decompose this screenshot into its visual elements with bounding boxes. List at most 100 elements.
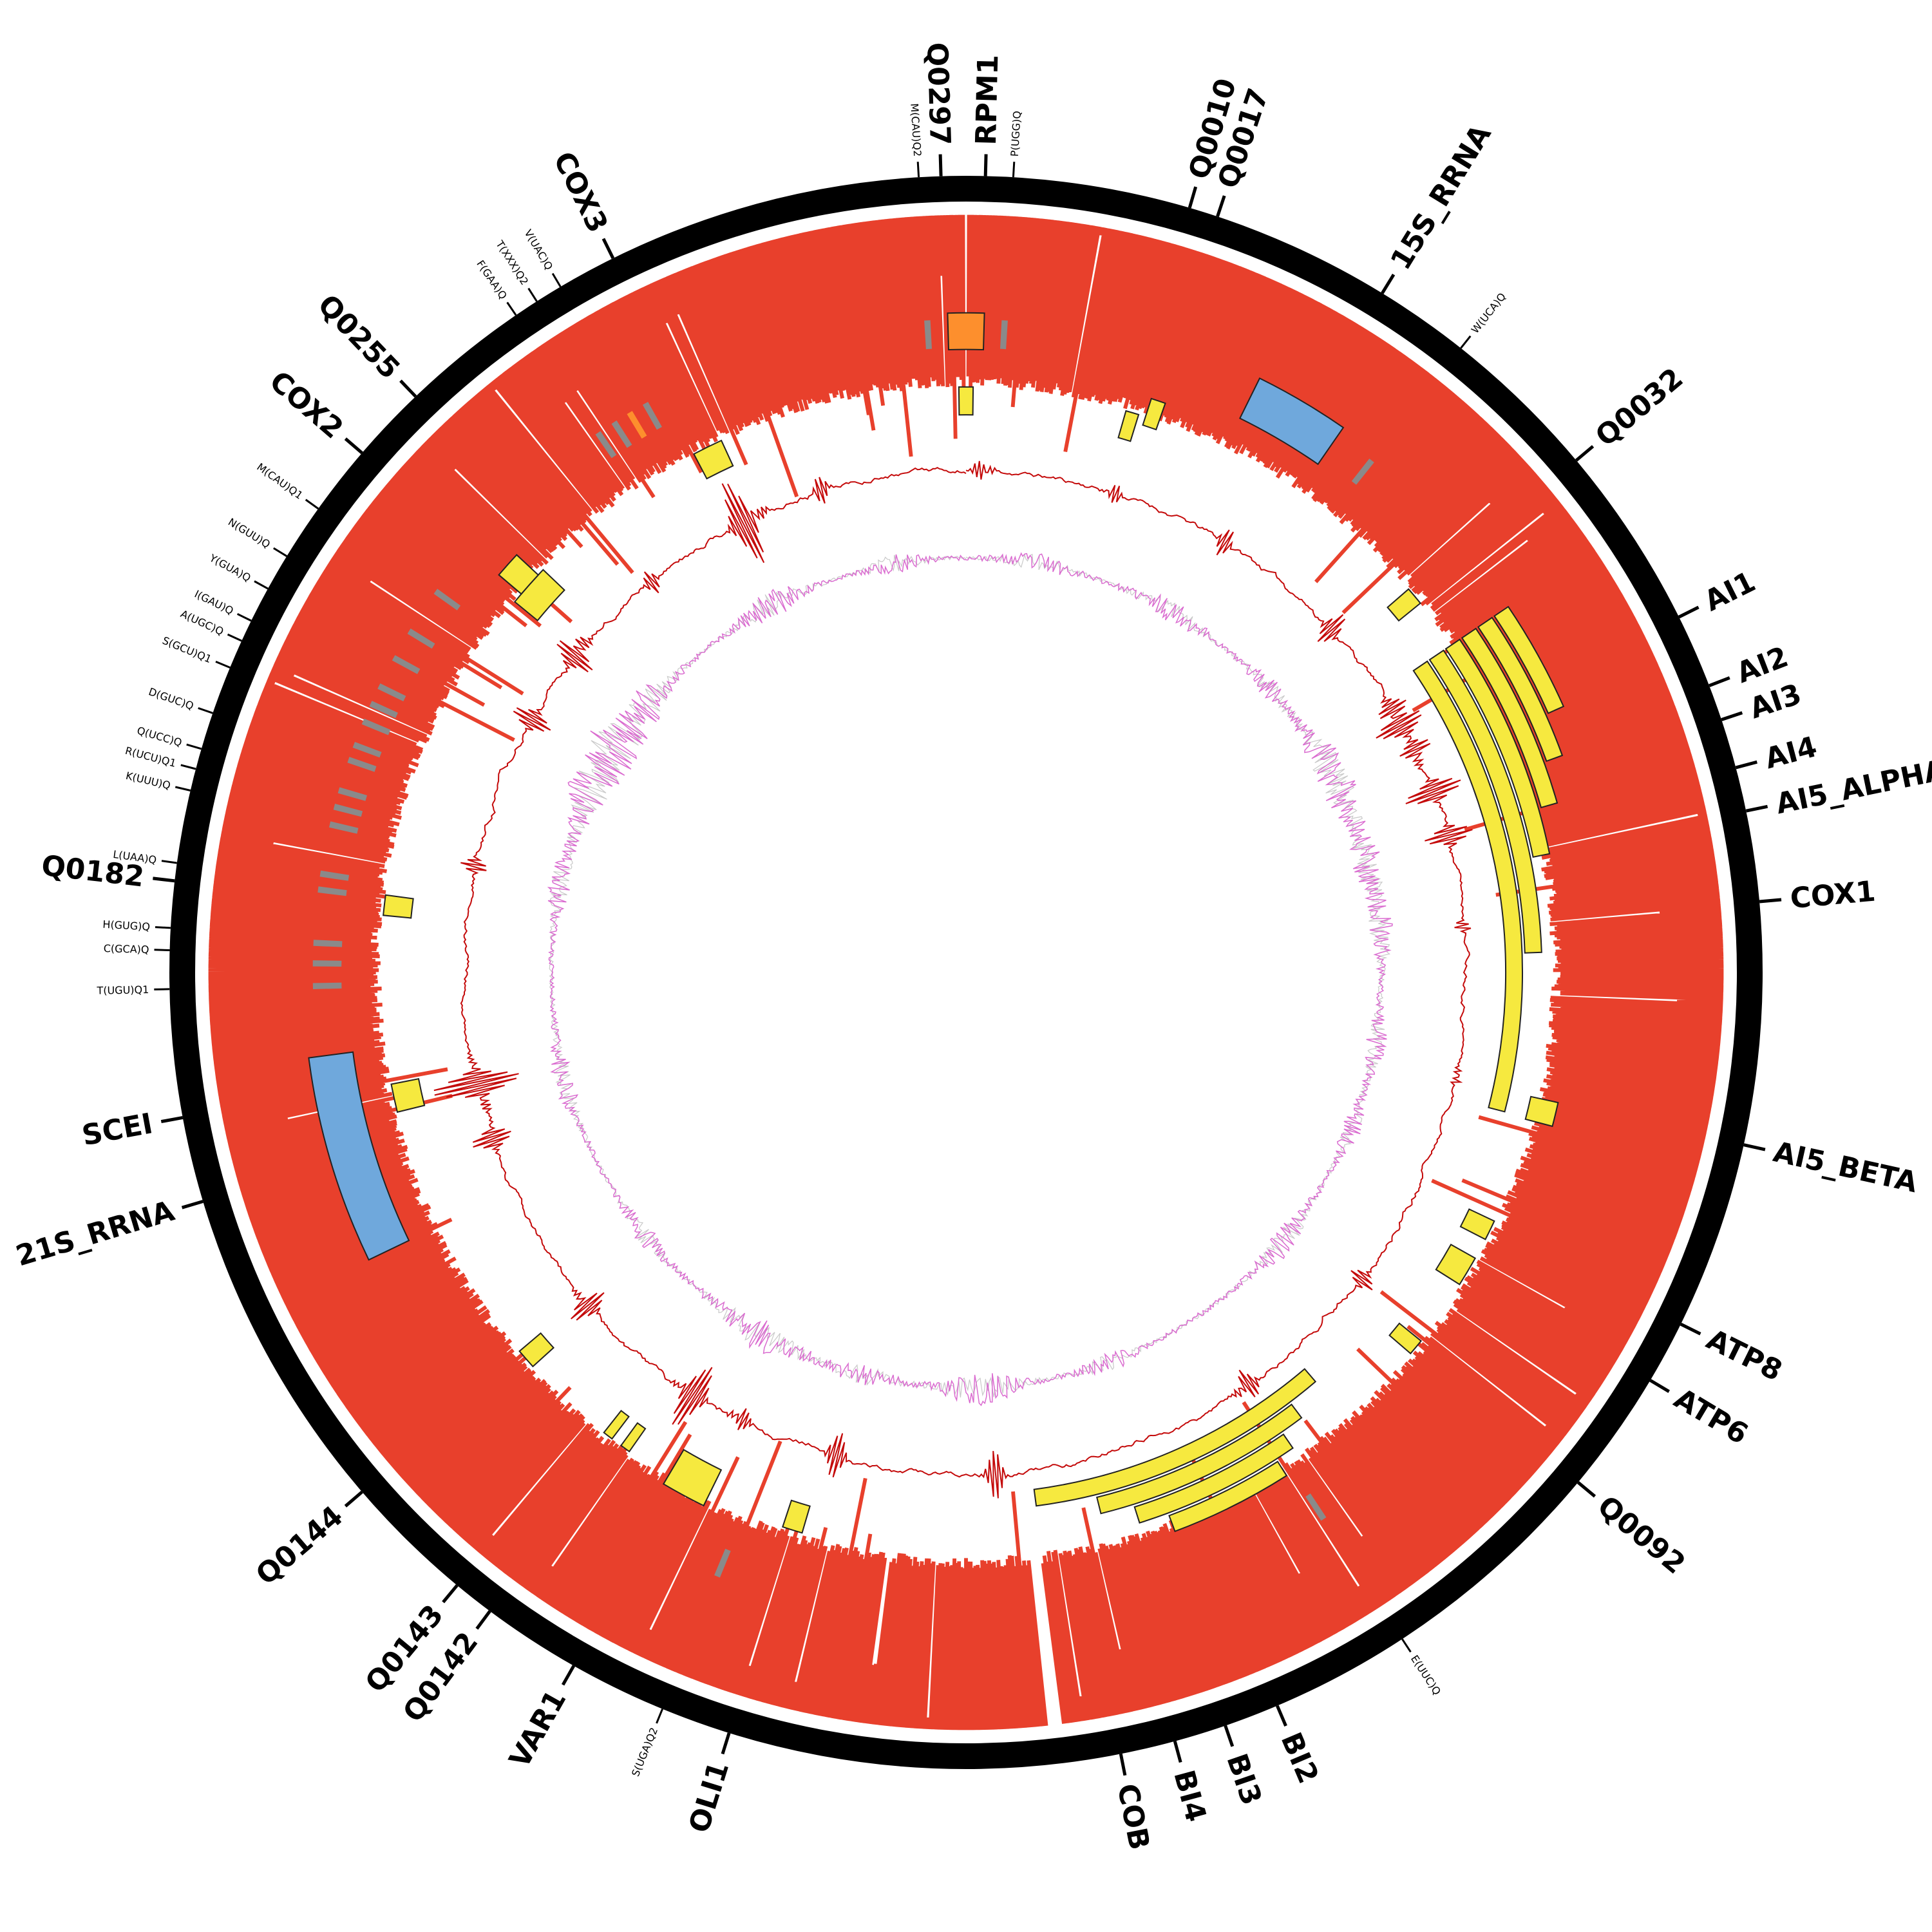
feature-box-21S_RRNA	[308, 1051, 410, 1261]
ideogram-ring	[169, 176, 1763, 1769]
trna-label-I(GAU)Q: I(GAU)Q	[193, 588, 236, 618]
trna-tick	[392, 655, 421, 674]
feature-box-AI5_BETA	[1524, 1095, 1559, 1128]
gene-label-ATP6: ATP6	[1669, 1382, 1754, 1451]
trna-label-S(GCU)Q1: S(GCU)Q1	[160, 634, 213, 665]
trna-label-A(UGC)Q: A(UGC)Q	[178, 607, 225, 638]
trna-tick	[377, 683, 406, 701]
trna-label-P(UGG)Q: P(UGG)Q	[1009, 111, 1023, 157]
trna-label-K(UUU)Q: K(UUU)Q	[124, 770, 171, 792]
label-tick-Q0297	[938, 154, 943, 176]
label-tick-COX3	[601, 238, 615, 260]
feature-arc-BI3	[1133, 1433, 1294, 1524]
label-tick-BI4	[1173, 1741, 1182, 1763]
gene-label-AI4: AI4	[1761, 730, 1820, 775]
label-tick-Q0017	[1216, 195, 1226, 217]
trna-tick	[317, 886, 347, 896]
label-tick-ATP8	[1680, 1322, 1701, 1336]
gene-label-AI5_BETA: AI5_BETA	[1770, 1135, 1920, 1199]
histogram-ring	[208, 214, 1724, 1730]
trna-tick	[433, 589, 461, 611]
label-tick-OLI1	[721, 1732, 731, 1755]
trna-tick	[319, 870, 350, 881]
label-tick-BI3	[1224, 1725, 1235, 1747]
label-tick-ATP6	[1649, 1379, 1670, 1393]
trna-label-M(CAU)Q2: M(CAU)Q2	[908, 103, 923, 157]
label-tick-A(UGC)Q	[227, 633, 242, 642]
gene-label-COX1: COX1	[1789, 875, 1877, 916]
feature-box-15S_RRNA	[1238, 377, 1345, 466]
feature-arc-AI4	[1444, 638, 1551, 858]
trna-label-V(UAC)Q: V(UAC)Q	[522, 227, 555, 272]
label-tick-COB	[1119, 1753, 1127, 1776]
label-tick-V(UAC)Q	[551, 272, 562, 288]
trna-tick	[642, 402, 662, 430]
gene-label-Q0092: Q0092	[1591, 1490, 1691, 1581]
feature-arc-COX1	[1412, 660, 1524, 1113]
trna-label-N(GUU)Q: N(GUU)Q	[226, 516, 272, 551]
label-tick-21S_RRNA	[181, 1200, 204, 1209]
feature-box-COX2-outer	[498, 554, 540, 595]
gene-label-OLI1: OLI1	[683, 1757, 735, 1837]
trna-tick	[1351, 459, 1374, 485]
label-tick-AI4	[1735, 760, 1757, 770]
feature-arc-AI2	[1477, 616, 1564, 762]
label-tick-Q(UCC)Q	[186, 743, 202, 750]
label-tick-COX1	[1759, 898, 1782, 904]
trna-label-Y(GUA)Q: Y(GUA)Q	[207, 551, 252, 584]
feature-box-RPM1	[947, 312, 985, 351]
trna-tick	[337, 787, 367, 801]
trna-tick	[1305, 1493, 1327, 1521]
trna-tick	[1000, 320, 1008, 350]
trna-tick	[333, 804, 363, 817]
trna-tick	[347, 757, 377, 772]
label-tick-AI5_BETA	[1743, 1143, 1766, 1151]
feature-box-SCEI	[390, 1078, 426, 1113]
trna-label-C(GCA)Q: C(GCA)Q	[103, 942, 149, 956]
trna-label-S(UGA)Q2: S(UGA)Q2	[629, 1726, 660, 1779]
label-tick-H(GUG)Q	[155, 926, 171, 929]
trna-tick	[407, 628, 435, 649]
label-tick-S(UGA)Q2	[656, 1709, 663, 1724]
feature-box-Q0032	[1387, 588, 1422, 622]
gene-label-AI1: AI1	[1700, 565, 1761, 618]
label-tick-Q0255	[399, 379, 417, 398]
label-tick-D(GUC)Q	[198, 707, 213, 714]
label-tick-W(UCA)Q	[1460, 335, 1472, 349]
label-tick-F(GAA)Q	[506, 301, 517, 316]
red-line-track	[433, 460, 1473, 1499]
label-tick-AI5_ALPHA	[1745, 804, 1768, 813]
gene-label-Q0255: Q0255	[311, 289, 406, 386]
trna-tick	[361, 718, 391, 735]
gene-label-COX3: COX3	[547, 147, 614, 238]
label-tick-SCEI	[160, 1115, 184, 1124]
label-tick-C(GCA)Q	[154, 949, 170, 951]
feature-box-Q0092	[1388, 1322, 1423, 1355]
label-tick-VAR1	[561, 1665, 576, 1686]
feature-box-Q0144	[518, 1332, 555, 1368]
trna-label-E(UUC)Q: E(UUC)Q	[1408, 1653, 1443, 1698]
trna-tick	[369, 701, 398, 719]
trna-label-H(GUG)Q: H(GUG)Q	[102, 918, 151, 933]
feature-box-COX3	[693, 439, 734, 480]
trna-label-D(GUC)Q: D(GUC)Q	[147, 685, 195, 712]
gene-label-ATP8: ATP8	[1701, 1323, 1787, 1387]
feature-box-Q0297	[958, 386, 974, 416]
trna-label-M(CAU)Q1: M(CAU)Q1	[254, 460, 305, 502]
label-tick-M(CAU)Q1	[305, 498, 319, 510]
feature-arc-AI5_ALPHA	[1428, 649, 1542, 954]
label-tick-AI1	[1678, 605, 1700, 619]
feature-box-Q0010	[1117, 410, 1140, 442]
label-tick-K(UUU)Q	[175, 786, 191, 791]
trna-label-R(UCU)Q1: R(UCU)Q1	[124, 744, 177, 770]
label-tick-BI2	[1275, 1705, 1287, 1727]
trna-label-F(GAA)Q: F(GAA)Q	[474, 258, 509, 302]
label-tick-15S_RRNA	[1381, 273, 1396, 294]
trna-label-W(UCA)Q: W(UCA)Q	[1469, 290, 1508, 336]
feature-box-VAR1	[662, 1448, 723, 1507]
gene-label-BI3: BI3	[1220, 1750, 1267, 1810]
label-tick-T(XXX)Q2	[527, 287, 538, 302]
gene-label-SCEI: SCEI	[79, 1107, 155, 1152]
label-tick-COX2	[344, 437, 363, 455]
feature-arc-AI3	[1461, 627, 1558, 809]
